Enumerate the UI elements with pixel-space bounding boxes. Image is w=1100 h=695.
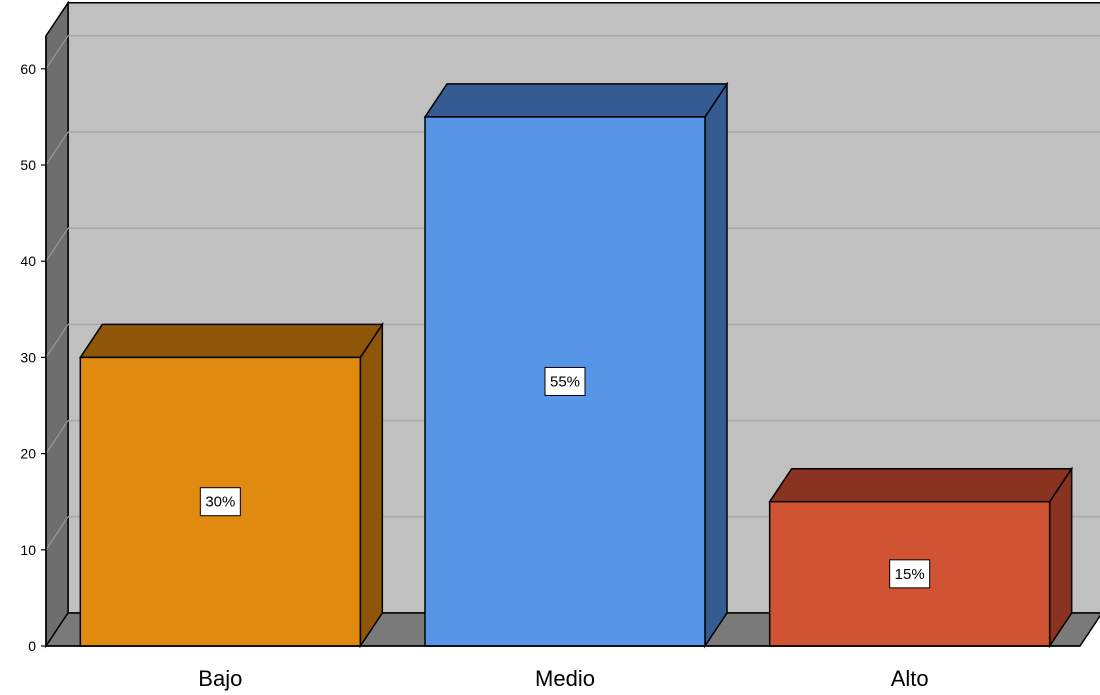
bar-top — [78, 323, 384, 359]
axes: 0 10 20 30 40 50 60 — [20, 35, 1080, 654]
y-tick-label: 0 — [28, 638, 36, 654]
y-tick-label: 40 — [20, 253, 36, 269]
gridline-side — [45, 420, 69, 454]
y-tick-label: 60 — [20, 61, 36, 77]
y-tick-label: 50 — [20, 157, 36, 173]
data-label-box — [889, 559, 931, 589]
data-label: 15% — [895, 566, 925, 583]
bar-side — [704, 81, 728, 649]
gridline-side — [45, 227, 69, 262]
bar-top — [768, 467, 1074, 503]
gridline-side — [45, 35, 69, 70]
data-label: 55% — [550, 373, 580, 390]
data-label: 30% — [205, 494, 235, 511]
left-wall — [45, 0, 69, 649]
category-label: Bajo — [198, 666, 242, 691]
bar-alto — [768, 466, 1074, 649]
labels: 30% Bajo 55% Medio 15% Alto — [198, 366, 931, 691]
category-label: Medio — [535, 666, 595, 691]
gridline-side — [45, 131, 69, 166]
y-tick-label: 30 — [20, 349, 36, 365]
category-label: Alto — [891, 666, 929, 691]
data-label-box — [544, 366, 586, 396]
y-tick-label: 20 — [20, 446, 36, 462]
bar-top — [423, 83, 729, 118]
bar-bajo — [78, 321, 384, 649]
data-label-box — [199, 487, 241, 517]
y-tick-label: 10 — [20, 542, 36, 558]
gridline-side — [45, 516, 69, 551]
bar-side — [359, 321, 384, 649]
gridline-side — [45, 324, 69, 358]
bar-medio — [423, 81, 729, 649]
